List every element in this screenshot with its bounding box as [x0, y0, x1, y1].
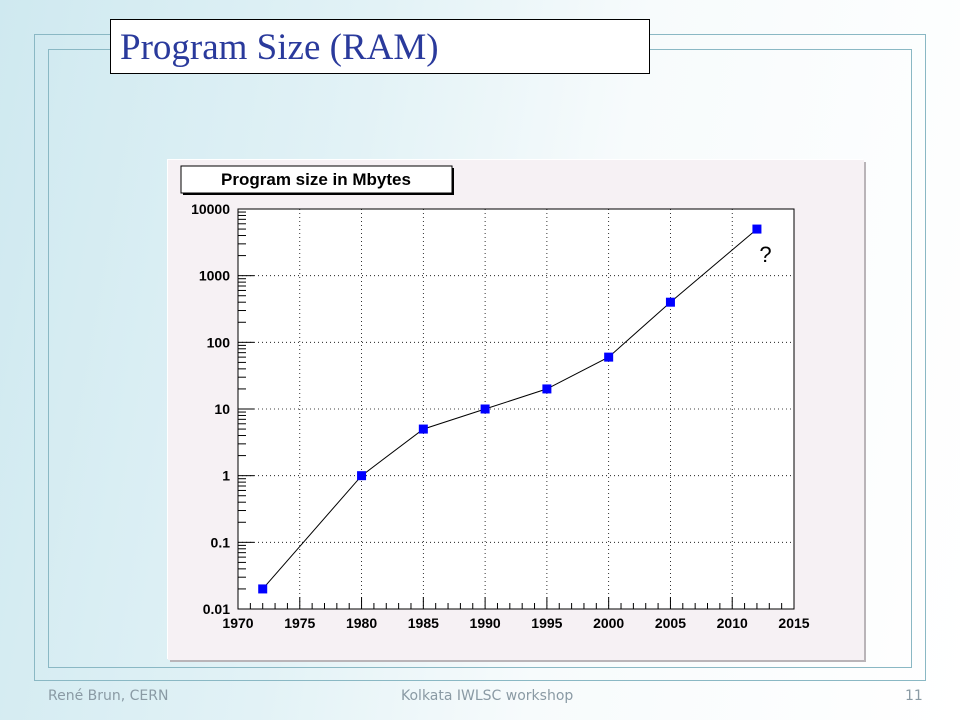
data-point-marker	[665, 297, 675, 307]
x-tick-label: 2015	[778, 615, 809, 631]
data-point-marker	[542, 384, 552, 394]
data-point-marker	[752, 224, 762, 234]
x-tick-label: 1995	[531, 615, 562, 631]
x-tick-label: 2010	[717, 615, 748, 631]
series-layer	[258, 224, 762, 594]
chart-title-group: Program size in Mbytes	[180, 165, 454, 195]
x-tick-label: 2005	[655, 615, 686, 631]
data-point-marker	[258, 584, 268, 594]
slide-title: Program Size (RAM)	[120, 27, 439, 68]
x-tick-label: 1990	[470, 615, 501, 631]
x-tick-label: 2000	[593, 615, 624, 631]
chart-panel: Program size in Mbytes 1970 1975 1980 1985 1…	[168, 160, 864, 660]
annotation-label: ?	[759, 242, 771, 267]
slide-page-number: 11	[905, 688, 923, 704]
chart-title: Program size in Mbytes	[221, 170, 411, 189]
x-tick-label: 1970	[222, 615, 253, 631]
y-tick-label: 1	[222, 468, 230, 484]
data-point-marker	[480, 404, 490, 414]
y-tick-label: 10	[214, 401, 230, 417]
data-point-marker	[604, 352, 614, 362]
footer-author: René Brun, CERN	[48, 688, 169, 704]
annotation-layer: ?	[759, 242, 771, 267]
y-tick-label: 0.01	[203, 601, 230, 617]
x-tick-label: 1975	[284, 615, 315, 631]
y-tick-label: 100	[207, 334, 231, 350]
x-tick-labels: 1970 1975 1980 1985 1990 1995 2000 2005 2010 2015	[222, 615, 809, 631]
x-tick-label: 1980	[346, 615, 377, 631]
tick-layer	[237, 208, 795, 610]
chart-title-box	[180, 165, 453, 194]
slide-title-box: Program Size (RAM)	[110, 19, 650, 74]
footer-event: Kolkata IWLSC workshop	[401, 688, 574, 704]
x-tick-label: 1985	[408, 615, 439, 631]
y-tick-labels: 0.01 0.1 1 10 100 1000 10000	[191, 201, 230, 617]
y-tick-label: 0.1	[211, 534, 231, 550]
data-point-marker	[418, 424, 428, 434]
y-tick-label: 1000	[199, 268, 230, 284]
chart: Program size in Mbytes 1970 1975 1980 1985 1…	[180, 165, 810, 631]
series-line	[262, 228, 758, 590]
data-point-marker	[357, 471, 367, 481]
y-tick-label: 10000	[191, 201, 230, 217]
